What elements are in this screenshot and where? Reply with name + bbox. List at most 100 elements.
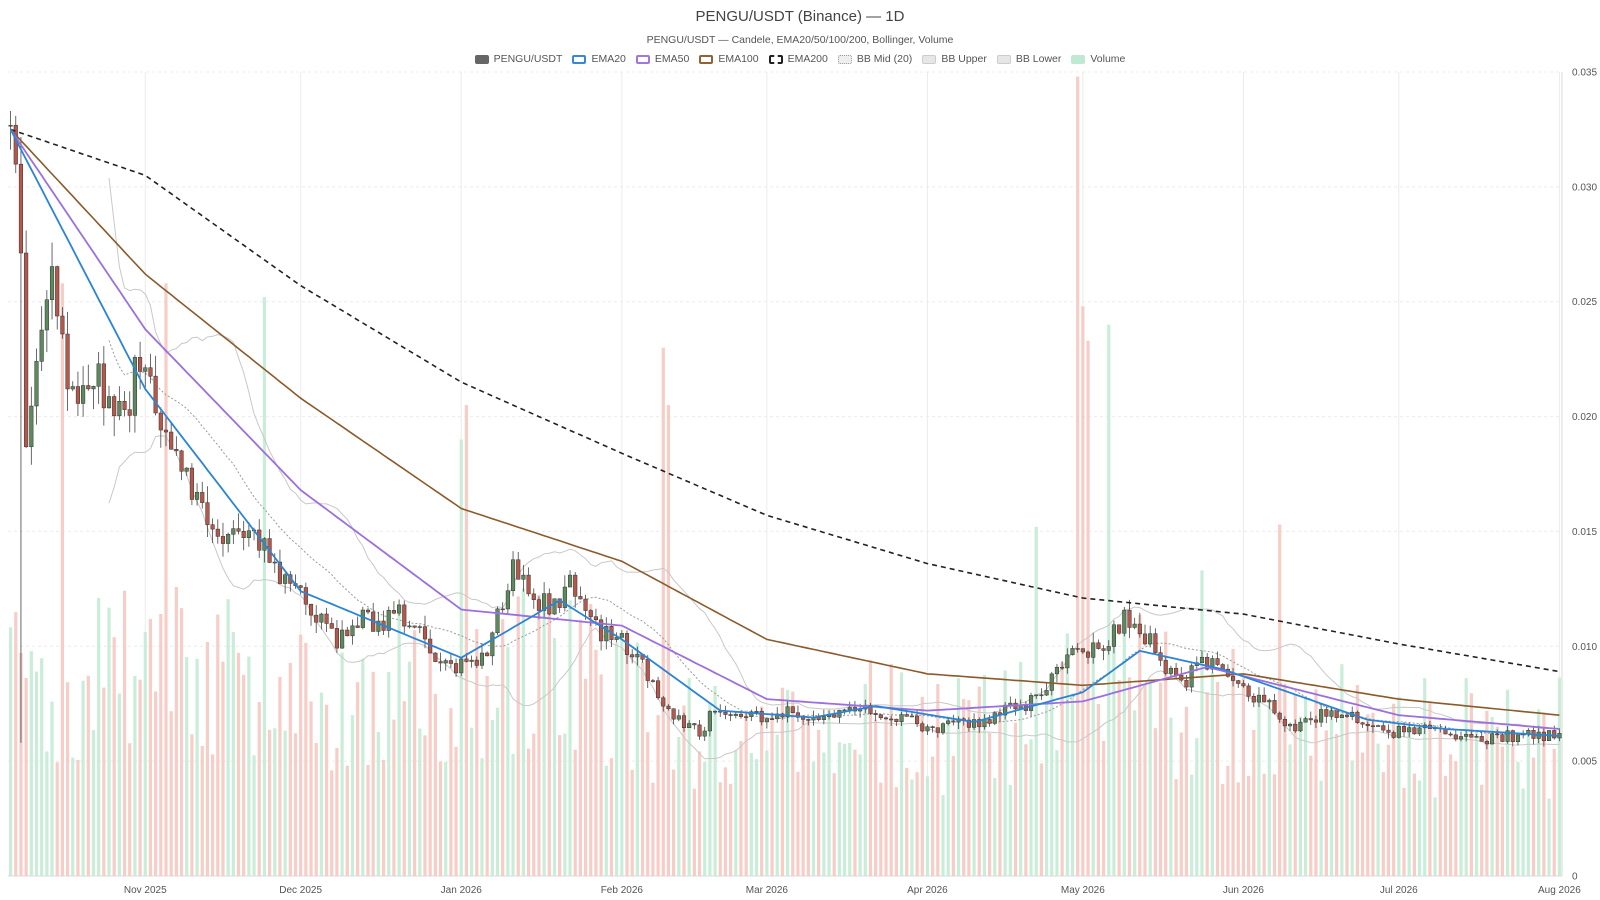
candle	[174, 436, 179, 456]
volume-bar	[1552, 748, 1556, 876]
volume-bar	[542, 598, 546, 876]
candle-body	[728, 714, 733, 716]
candle-body	[1106, 646, 1111, 651]
candle	[1474, 733, 1479, 738]
candle-body	[785, 706, 790, 718]
legend-item[interactable]: PENGU/USDT	[474, 53, 562, 65]
candle	[474, 656, 479, 669]
candle	[319, 612, 324, 630]
candle-body	[1065, 654, 1070, 669]
candle-body	[169, 431, 174, 450]
candle-body	[1303, 718, 1308, 723]
volume-bar	[1044, 703, 1049, 876]
volume-bar	[185, 656, 189, 876]
legend-item[interactable]: BB Upper	[922, 53, 987, 65]
legend-item[interactable]: EMA100	[699, 53, 759, 65]
volume-bar	[1262, 773, 1266, 876]
candle-body	[96, 363, 101, 387]
candle	[666, 704, 671, 711]
volume-bar	[905, 767, 909, 876]
volume-bar	[956, 678, 961, 876]
volume-bar	[1407, 723, 1411, 876]
volume-bar	[1267, 699, 1271, 876]
volume-bar	[682, 705, 686, 876]
candle	[34, 348, 39, 425]
volume-bar	[371, 671, 375, 876]
candle-body	[635, 653, 640, 658]
candle	[1039, 688, 1044, 700]
legend-item[interactable]: Volume	[1071, 53, 1125, 65]
ema200-line	[10, 128, 1560, 673]
candle-body	[557, 598, 562, 608]
bb-upper-line	[108, 177, 1560, 730]
legend-item[interactable]: EMA200	[768, 53, 828, 65]
volume-bar	[402, 701, 406, 876]
candle-body	[324, 613, 329, 624]
volume-bar	[299, 634, 303, 876]
candle-body	[1541, 731, 1546, 742]
volume-bar	[1329, 707, 1334, 876]
candle	[1251, 693, 1256, 708]
candle	[39, 306, 44, 372]
volume-bar	[387, 672, 391, 876]
candle-body	[112, 396, 117, 417]
candle-body	[982, 719, 987, 728]
candle-body	[920, 723, 925, 732]
volume-bar	[226, 599, 230, 876]
legend-item[interactable]: EMA50	[635, 53, 689, 65]
candle-body	[65, 333, 70, 390]
candle	[324, 607, 329, 633]
candle	[241, 520, 246, 551]
legend-item[interactable]: BB Lower	[996, 53, 1061, 65]
candle-body	[1189, 665, 1194, 688]
candle-body	[733, 713, 738, 716]
candle	[1319, 703, 1324, 727]
candle	[1070, 645, 1075, 656]
candle-body	[86, 385, 91, 390]
volume-bar	[231, 631, 235, 876]
candle-body	[298, 585, 303, 588]
legend-label: Volume	[1090, 53, 1126, 65]
y-tick-label: 0.030	[1572, 182, 1597, 193]
candle-body	[422, 626, 428, 640]
candle-body	[174, 449, 179, 452]
candle	[930, 725, 935, 733]
volume-bar	[874, 719, 878, 876]
candle	[531, 588, 536, 609]
bb-lower-line	[108, 435, 1560, 760]
volume-bar	[1386, 744, 1391, 876]
candle-body	[1111, 624, 1116, 647]
volume-bar	[1257, 701, 1261, 876]
candle-body	[397, 604, 402, 614]
candle-body	[1490, 733, 1495, 745]
volume-bar	[236, 652, 241, 876]
volume-bar	[1008, 784, 1012, 876]
candle	[1453, 729, 1458, 742]
candle	[1215, 651, 1220, 667]
volume-bar	[164, 283, 168, 876]
legend-item[interactable]: EMA20	[572, 53, 626, 65]
volume-bar	[1236, 782, 1240, 876]
candle	[1044, 682, 1049, 697]
candle	[1210, 655, 1215, 674]
candle	[1034, 694, 1039, 699]
chart-subtitle: PENGU/USDT — Candele, EMA20/50/100/200, …	[646, 34, 954, 46]
candle	[231, 520, 236, 545]
candle	[101, 346, 106, 426]
candle	[184, 467, 189, 477]
candle-body	[1329, 710, 1334, 717]
candle-body	[909, 715, 914, 718]
candle-body	[18, 163, 24, 254]
volume-bar	[407, 661, 412, 876]
candle-body	[1381, 725, 1386, 731]
volume-bar	[117, 693, 121, 876]
candle-body	[1142, 633, 1148, 645]
candle	[340, 620, 345, 649]
candle-body	[723, 711, 728, 715]
candle	[412, 625, 417, 629]
candle	[790, 706, 795, 714]
candle-body	[283, 574, 288, 584]
candle-body	[1526, 730, 1531, 734]
legend-item[interactable]: BB Mid (20)	[837, 53, 912, 65]
candle	[18, 137, 24, 743]
